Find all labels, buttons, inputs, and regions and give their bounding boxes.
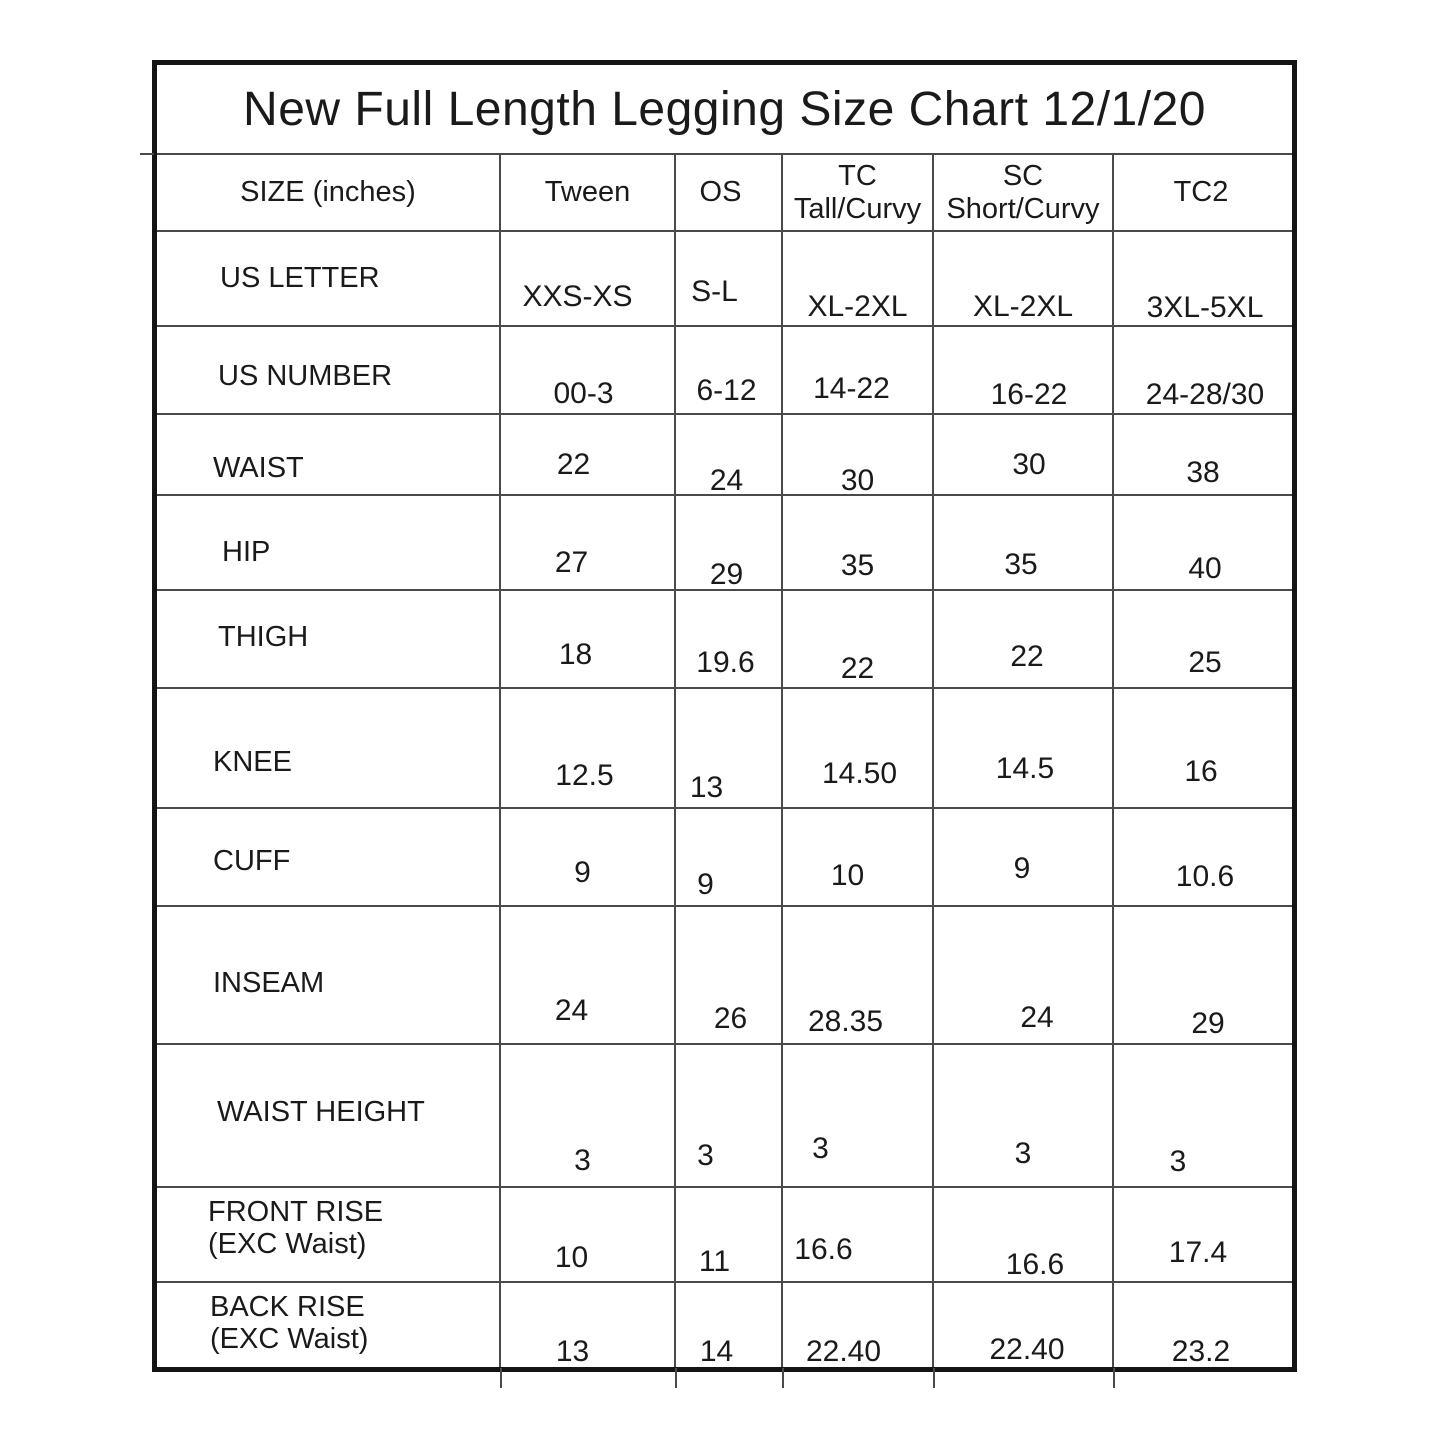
title-separator-stub: [140, 153, 154, 155]
row-label: THIGH: [218, 620, 309, 653]
cell-value: 30: [840, 463, 875, 497]
cell-value: XL-2XL: [972, 289, 1074, 323]
table-row: CUFF 9 9 10 9 10.6: [157, 808, 1292, 907]
column-line-stub: [1113, 1368, 1115, 1388]
table-row: KNEE 12.5 13 14.50 14.5 16: [157, 688, 1292, 809]
cell-value: 24: [554, 994, 589, 1027]
cell-value: 24: [709, 463, 744, 497]
row-label: INSEAM: [213, 966, 325, 999]
cell-value: 28.35: [807, 1005, 884, 1038]
cell-value: 11: [698, 1244, 731, 1278]
header-col-os: OS: [675, 155, 783, 232]
cell-value: 3: [1169, 1144, 1187, 1178]
cell-value: 3XL-5XL: [1146, 290, 1264, 324]
cell-value: 16.6: [1005, 1247, 1065, 1281]
row-label: US NUMBER: [218, 359, 393, 392]
cell-value: 3: [574, 1143, 591, 1177]
header-row: SIZE (inches) Tween OS TC Tall/Curvy SC Sh…: [157, 155, 1292, 232]
column-line-stub: [933, 1368, 935, 1388]
row-label: BACK RISE (EXC Waist): [210, 1290, 369, 1355]
cell-value: 00-3: [553, 377, 614, 410]
cell-value: 14: [699, 1335, 734, 1368]
table-row: WAIST HEIGHT 3 3 3 3 3: [157, 1044, 1292, 1188]
cell-value: 25: [1188, 646, 1222, 679]
cell-value: 40: [1188, 551, 1222, 585]
cell-value: 30: [1012, 447, 1046, 481]
cell-value: 16-22: [990, 378, 1068, 411]
row-label: FRONT RISE (EXC Waist): [208, 1196, 384, 1260]
cell-value: 10: [830, 859, 865, 892]
cell-value: 23.2: [1171, 1335, 1231, 1368]
cell-value: 6-12: [696, 374, 757, 407]
column-line-stub: [500, 1368, 502, 1388]
size-table: SIZE (inches) Tween OS TC Tall/Curvy SC Sh…: [157, 155, 1292, 1368]
cell-value: XL-2XL: [807, 289, 908, 323]
cell-value: 18: [558, 638, 593, 671]
cell-value: 16.6: [794, 1232, 853, 1266]
header-size-label: SIZE (inches): [240, 176, 416, 208]
cell-value: 3: [812, 1131, 829, 1165]
column-line-stub: [782, 1368, 784, 1388]
cell-value: 19.6: [696, 646, 755, 679]
table-row: FRONT RISE (EXC Waist) 10 11 16.6 16.6 17…: [157, 1187, 1292, 1283]
header-col-sc: SC Short/Curvy: [933, 155, 1114, 232]
size-chart: New Full Length Legging Size Chart 12/1/…: [140, 60, 1297, 1388]
column-line-stub: [675, 1368, 677, 1388]
table-row: HIP 27 29 35 35 40: [157, 495, 1292, 591]
row-label: WAIST: [213, 452, 304, 484]
chart-title: New Full Length Legging Size Chart 12/1/…: [157, 65, 1292, 155]
row-label: HIP: [222, 536, 271, 568]
table-row: US NUMBER 00-3 6-12 14-22 16-22 24-28/30: [157, 326, 1292, 415]
table-row: WAIST 22 24 30 30 38: [157, 414, 1292, 497]
header-col-tween: Tween: [500, 155, 676, 232]
table-row: BACK RISE (EXC Waist) 13 14 22.40 22.40 2…: [157, 1282, 1292, 1368]
cell-value: 29: [1191, 1007, 1225, 1040]
header-col-tc2: TC2: [1113, 155, 1292, 232]
cell-value: 13: [555, 1335, 590, 1368]
cell-value: 35: [1004, 547, 1038, 581]
cell-value: 14.50: [821, 757, 898, 790]
cell-value: 22: [556, 447, 591, 481]
table-row: INSEAM 24 26 28.35 24 29: [157, 906, 1292, 1045]
cell-value: 10: [554, 1240, 589, 1274]
cell-value: 22: [1010, 640, 1044, 673]
cell-value: 14.5: [995, 752, 1055, 785]
cell-value: 24-28/30: [1145, 378, 1265, 411]
table-row: THIGH 18 19.6 22 22 25: [157, 590, 1292, 689]
cell-value: 14-22: [813, 372, 890, 405]
cell-value: 17.4: [1168, 1235, 1228, 1269]
cell-value: 3: [1014, 1136, 1032, 1170]
cell-value: 22.40: [989, 1333, 1065, 1366]
header-size: SIZE (inches): [157, 155, 501, 232]
cell-value: 35: [840, 548, 875, 582]
cell-value: 22: [840, 652, 875, 685]
cell-value: 9: [1013, 852, 1031, 885]
row-label: US LETTER: [220, 262, 380, 294]
cell-value: 26: [713, 1002, 748, 1035]
cell-value: 24: [1020, 1001, 1054, 1034]
table-row: US LETTER XXS-XS S-L XL-2XL XL-2XL 3XL-5…: [157, 231, 1292, 327]
row-label: WAIST HEIGHT: [217, 1096, 425, 1128]
cell-value: 13: [689, 771, 724, 804]
row-label: CUFF: [213, 844, 291, 877]
cell-value: 3: [697, 1138, 714, 1172]
cell-value: 10.6: [1175, 860, 1235, 893]
cell-value: 29: [709, 557, 744, 591]
cell-value: 9: [697, 868, 714, 901]
cell-value: 9: [574, 856, 591, 889]
cell-value: 22.40: [805, 1335, 882, 1368]
cell-value: 38: [1186, 455, 1220, 489]
header-col-tc: TC Tall/Curvy: [782, 155, 934, 232]
cell-value: 16: [1184, 755, 1218, 788]
cell-value: 12.5: [555, 759, 614, 792]
cell-value: S-L: [691, 274, 738, 308]
cell-value: 27: [554, 545, 589, 579]
row-label: KNEE: [213, 745, 292, 778]
cell-value: XXS-XS: [522, 279, 633, 313]
